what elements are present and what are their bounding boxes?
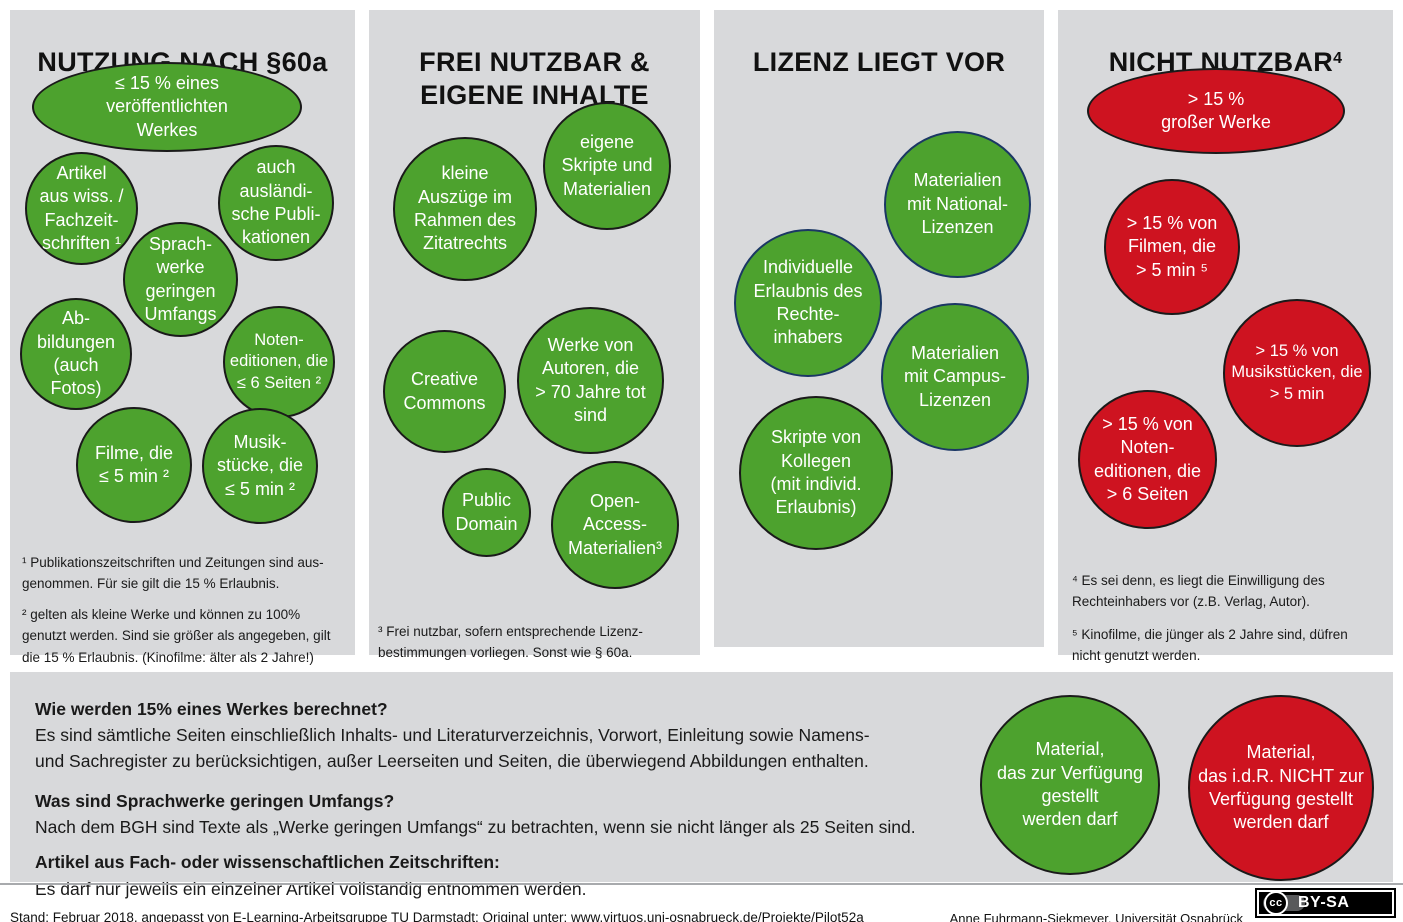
bubble-noteneditionen: Noten- editionen, die ≤ 6 Seiten ² xyxy=(223,306,335,418)
bubble-15-percent-werk: ≤ 15 % eines veröffentlichten Werkes xyxy=(32,62,302,152)
bubble-15-percent-grosser-werke: > 15 % großer Werke xyxy=(1087,68,1345,154)
panel-title-frei-nutzbar: FREI NUTZBAR & EIGENE INHALTE xyxy=(419,47,650,110)
legend-bubble-not-allowed: Material, das i.d.R. NICHT zur Verfügung… xyxy=(1188,695,1374,881)
footnote-1: ¹ Publikationszeitschriften und Zeitunge… xyxy=(22,554,324,592)
footnote-3: ³ Frei nutzbar, sofern entsprechende Liz… xyxy=(378,623,643,661)
info-heading-sprachwerke: Was sind Sprachwerke geringen Umfangs? xyxy=(35,790,395,811)
info-body-artikel: Es darf nur jeweils ein einzelner Artike… xyxy=(35,878,587,899)
bubble-national-lizenzen: Materialien mit National- Lizenzen xyxy=(884,131,1031,278)
bubble-abbildungen: Ab- bildungen (auch Fotos) xyxy=(20,298,132,410)
panel-nutzung-60a: NUTZUNG NACH §60a ≤ 15 % eines veröffent… xyxy=(10,10,355,665)
bubble-open-access: Open- Access- Materialien³ xyxy=(551,461,679,589)
info-body-sprachwerke: Nach dem BGH sind Texte als „Werke gerin… xyxy=(35,816,916,837)
panel-info: Wie werden 15% eines Werkes berechnet? E… xyxy=(10,672,1393,899)
bubble-creative-commons: Creative Commons xyxy=(383,330,506,453)
footer-author-credit: Anne Fuhrmann-Siekmeyer, Universität Osn… xyxy=(949,911,1243,922)
bubble-public-domain: Public Domain xyxy=(442,468,531,557)
legend-bubble-allowed: Material, das zur Verfügung gestellt wer… xyxy=(980,695,1160,875)
info-heading-berechnung: Wie werden 15% eines Werkes berechnet? xyxy=(35,698,388,719)
info-heading-artikel: Artikel aus Fach- oder wissenschaftliche… xyxy=(35,851,500,872)
footnote-5: ⁵ Kinofilme, die jünger als 2 Jahre sind… xyxy=(1072,626,1348,664)
footer-source-note: Stand: Februar 2018, angepasst von E-Lea… xyxy=(10,909,864,922)
bubble-auslaendische-publikationen: auch ausländi- sche Publi- kationen xyxy=(218,145,334,261)
bubble-musikstuecke: Musik- stücke, die ≤ 5 min ² xyxy=(202,408,318,524)
bubble-sprachwerke: Sprach- werke geringen Umfangs xyxy=(123,222,238,337)
panel-lizenz-liegt-vor: LIZENZ LIEGT VOR Materialien mit Nationa… xyxy=(714,10,1044,647)
bubble-kleine-auszuege: kleine Auszüge im Rahmen des Zitatrechts xyxy=(393,137,537,281)
info-body-berechnung: Es sind sämtliche Seiten einschließlich … xyxy=(35,724,870,771)
footnote-4: ⁴ Es sei denn, es liegt die Einwilligung… xyxy=(1072,572,1325,610)
cc-by-sa-badge: cc BY-SA xyxy=(1255,888,1396,918)
bubble-individuelle-erlaubnis: Individuelle Erlaubnis des Rechte- inhab… xyxy=(734,229,882,377)
bubble-campus-lizenzen: Materialien mit Campus- Lizenzen xyxy=(881,303,1029,451)
bubble-skripte-kollegen: Skripte von Kollegen (mit individ. Erlau… xyxy=(739,396,893,550)
title-superscript-4: 4 xyxy=(1333,50,1343,68)
panel-title-lizenz: LIZENZ LIEGT VOR xyxy=(752,47,1006,78)
footnote-2: ² gelten als kleine Werke und können zu … xyxy=(22,606,331,665)
bubble-eigene-skripte: eigene Skripte und Materialien xyxy=(543,102,671,230)
bubble-15-percent-noteneditionen: > 15 % von Noten- editionen, die > 6 Sei… xyxy=(1078,390,1217,529)
cc-icon: cc xyxy=(1264,891,1288,915)
bubble-15-percent-filme: > 15 % von Filmen, die > 5 min ⁵ xyxy=(1104,179,1240,315)
cc-license-label: BY-SA xyxy=(1298,894,1350,911)
footer-divider xyxy=(0,883,1403,885)
bubble-filme: Filme, die ≤ 5 min ² xyxy=(76,407,192,523)
bubble-15-percent-musikstuecke: > 15 % von Musikstücken, die > 5 min xyxy=(1223,299,1371,447)
panel-nicht-nutzbar: NICHT NUTZBAR4 > 15 % großer Werke > 15 … xyxy=(1058,10,1393,663)
panel-frei-nutzbar: FREI NUTZBAR & EIGENE INHALTE kleine Aus… xyxy=(369,10,700,660)
bubble-werke-70-jahre: Werke von Autoren, die > 70 Jahre tot si… xyxy=(517,307,664,454)
bubble-artikel-fachzeitschriften: Artikel aus wiss. / Fachzeit- schriften … xyxy=(25,152,138,265)
